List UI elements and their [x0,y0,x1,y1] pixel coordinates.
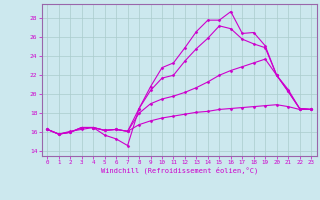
X-axis label: Windchill (Refroidissement éolien,°C): Windchill (Refroidissement éolien,°C) [100,167,258,174]
